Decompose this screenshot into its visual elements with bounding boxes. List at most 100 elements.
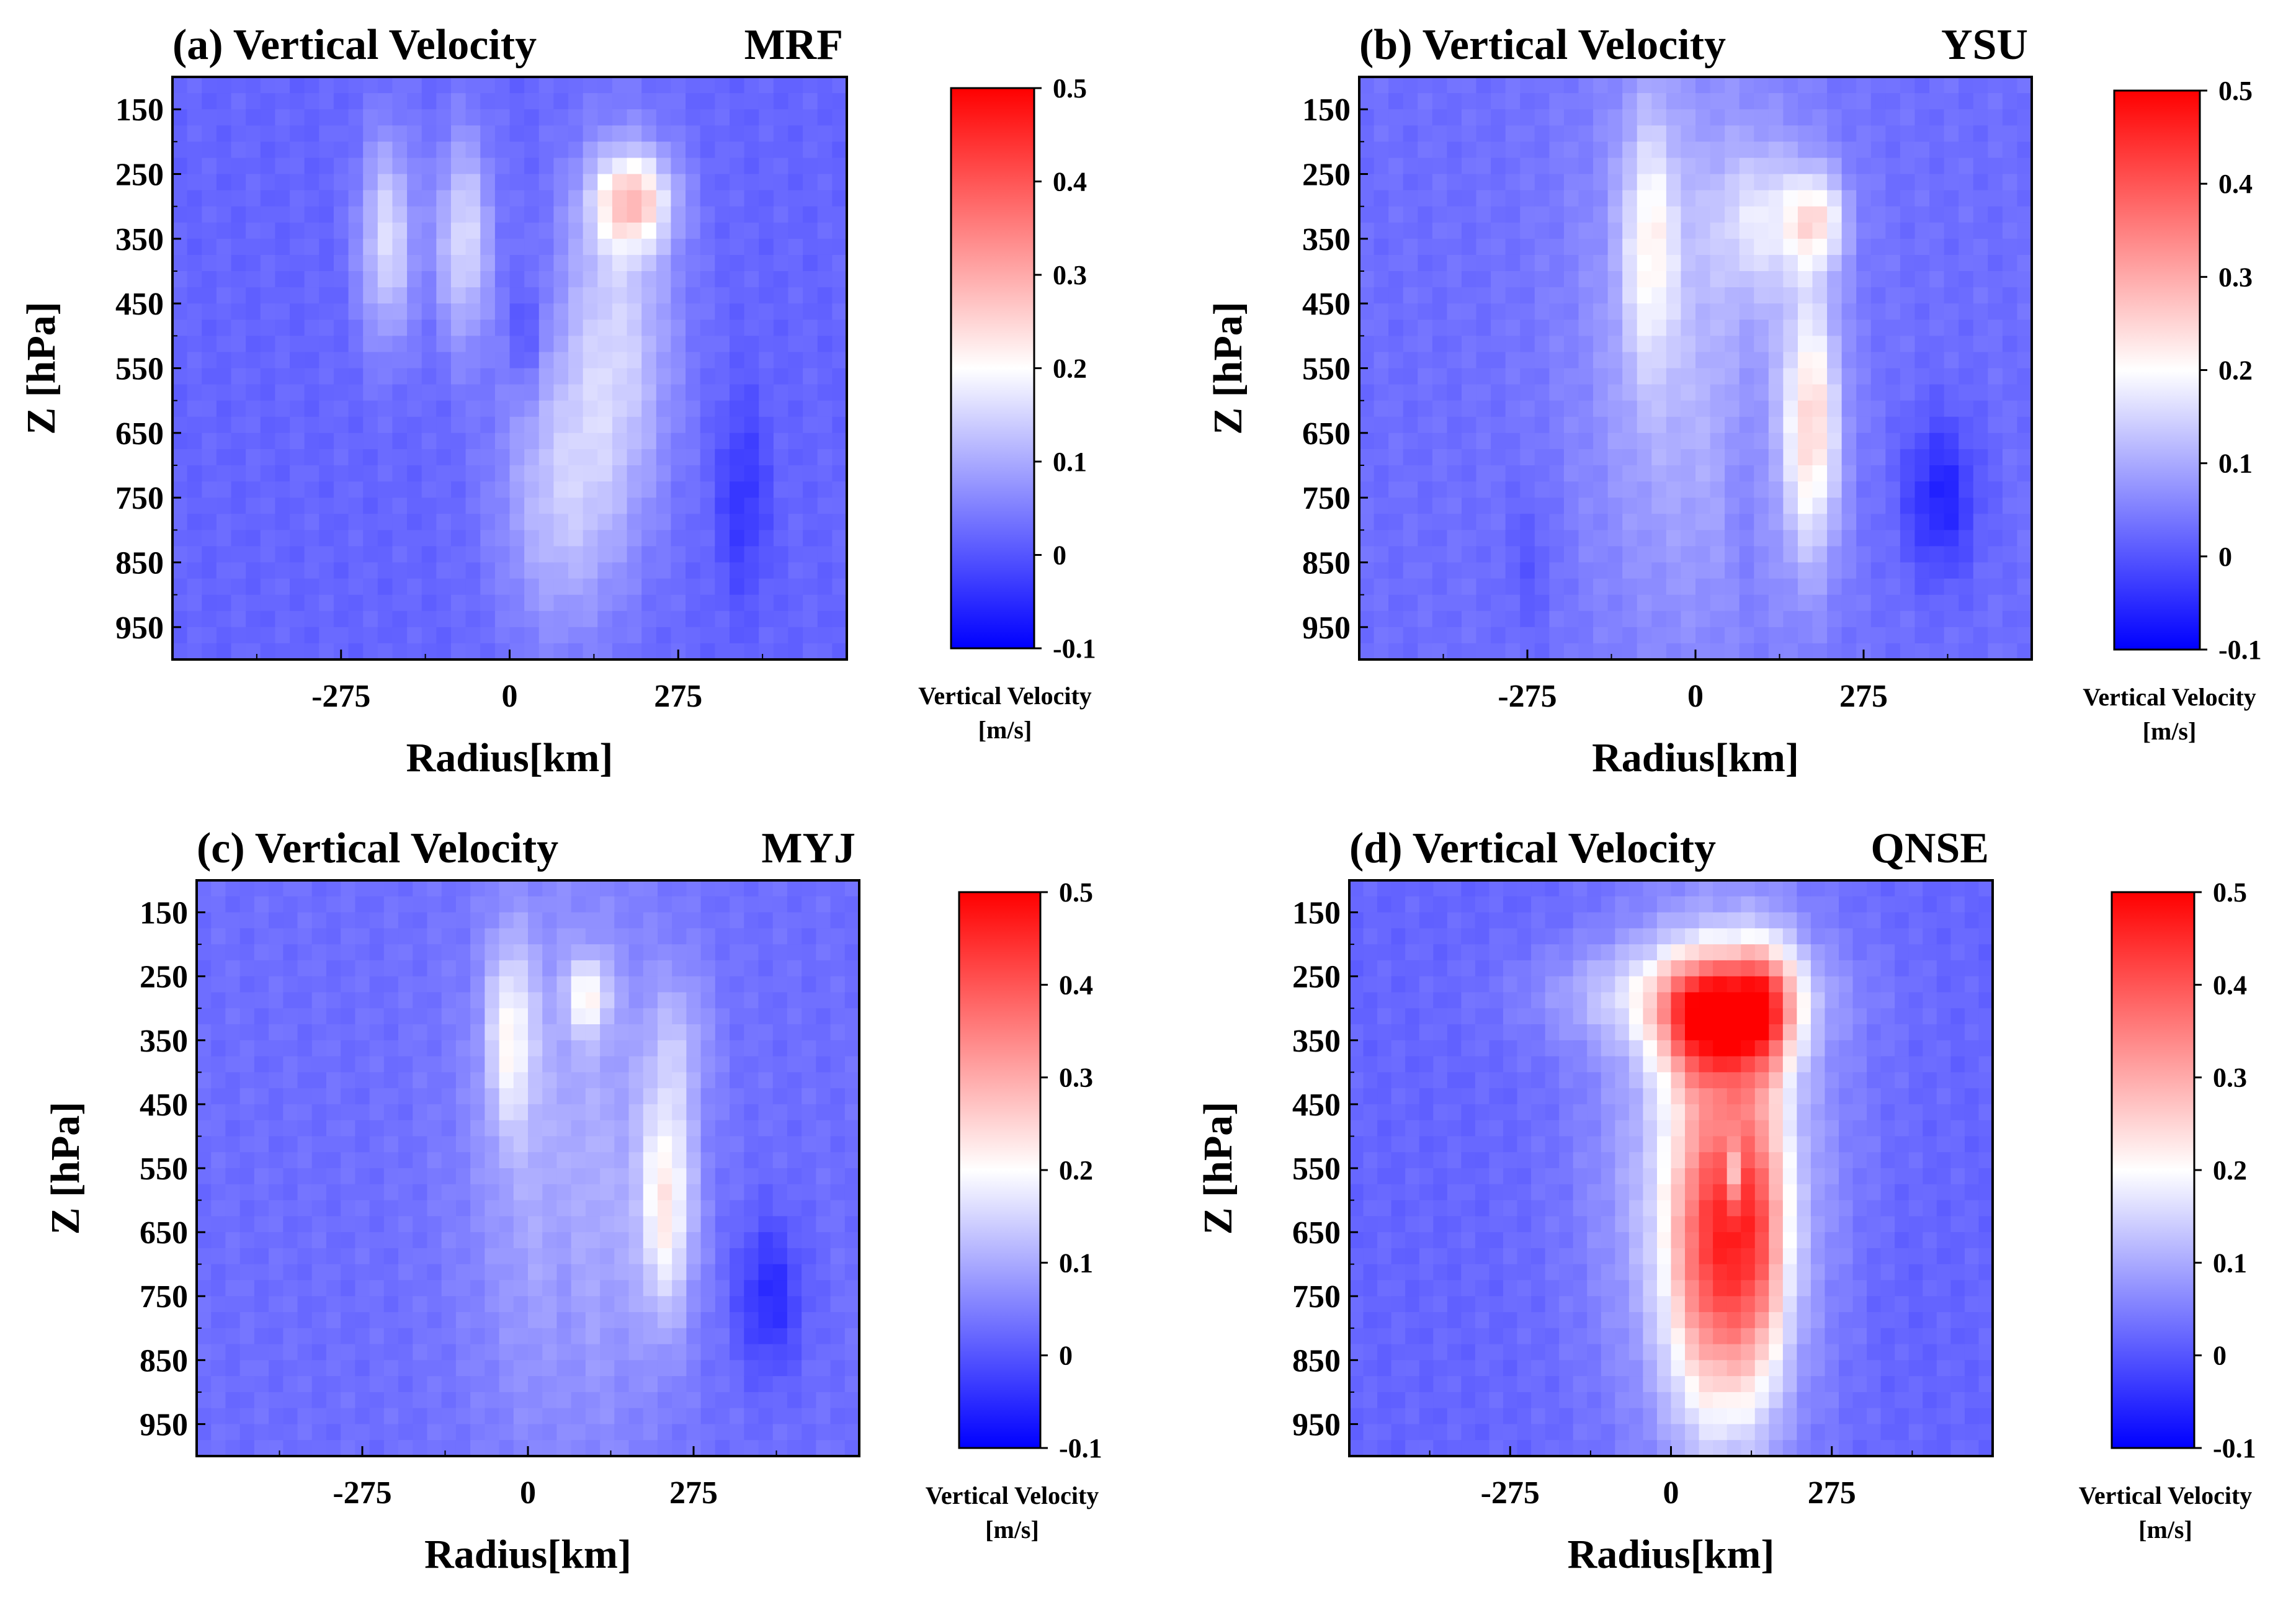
- heatmap-cell: [568, 416, 584, 434]
- heatmap-cell: [1797, 416, 1813, 434]
- heatmap-cell: [772, 1280, 788, 1297]
- heatmap-cell: [1622, 77, 1638, 94]
- heatmap-cell: [398, 1024, 414, 1041]
- heatmap-cell: [441, 1008, 457, 1025]
- heatmap-cell: [832, 400, 847, 418]
- heatmap-cell: [571, 912, 586, 929]
- heatmap-cell: [377, 77, 393, 94]
- heatmap-cell: [672, 1216, 687, 1233]
- heatmap-cell: [759, 643, 774, 660]
- heatmap-cell: [700, 1280, 716, 1297]
- heatmap-cell: [392, 498, 408, 515]
- heatmap-cell: [628, 1008, 644, 1025]
- heatmap-cell: [744, 1296, 759, 1313]
- heatmap-cell: [260, 432, 276, 450]
- heatmap-cell: [1812, 141, 1828, 159]
- heatmap-cell: [260, 594, 276, 612]
- heatmap-cell: [1841, 158, 1857, 175]
- heatmap-cell: [1374, 125, 1389, 143]
- heatmap-cell: [392, 271, 408, 288]
- heatmap-cell: [571, 1216, 586, 1233]
- heatmap-cell: [715, 896, 730, 913]
- heatmap-cell: [377, 514, 393, 531]
- heatmap-cell: [773, 594, 789, 612]
- heatmap-cell: [202, 562, 217, 579]
- heatmap-cell: [413, 1312, 428, 1329]
- heatmap-cell: [1856, 562, 1872, 579]
- heatmap-cell: [1578, 206, 1594, 223]
- heatmap-cell: [524, 352, 540, 369]
- heatmap-cell: [1885, 432, 1901, 450]
- heatmap-cell: [657, 960, 672, 977]
- heatmap-cell: [383, 960, 399, 977]
- heatmap-cell: [556, 1168, 572, 1185]
- heatmap-cell: [671, 320, 686, 337]
- heatmap-cell: [568, 400, 584, 418]
- heatmap-cell: [275, 336, 290, 353]
- heatmap-cell: [1885, 400, 1901, 418]
- heatmap-cell: [341, 880, 356, 897]
- heatmap-cell: [1622, 368, 1638, 385]
- heatmap-cell: [600, 1104, 615, 1121]
- heatmap-cell: [1725, 352, 1740, 369]
- heatmap-cell: [641, 465, 657, 482]
- heatmap-cell: [643, 1376, 658, 1393]
- heatmap-cell: [283, 976, 298, 993]
- heatmap-cell: [1403, 449, 1419, 466]
- heatmap-cell: [319, 578, 334, 596]
- heatmap-cell: [246, 546, 261, 563]
- heatmap-cell: [1666, 254, 1682, 272]
- heatmap-cell: [542, 1072, 558, 1089]
- heatmap-cell: [528, 896, 543, 913]
- heatmap-cell: [1710, 481, 1725, 498]
- heatmap-cell: [513, 1088, 529, 1105]
- heatmap-cell: [571, 1392, 586, 1409]
- heatmap-cell: [211, 1184, 226, 1201]
- heatmap-cell: [290, 109, 305, 127]
- heatmap-cell: [499, 896, 514, 913]
- heatmap-cell: [363, 400, 378, 418]
- heatmap-cell: [1563, 594, 1579, 612]
- heatmap-cell: [612, 174, 628, 191]
- heatmap-cell: [556, 1344, 572, 1361]
- heatmap-cell: [254, 880, 269, 897]
- heatmap-cell: [730, 1408, 745, 1425]
- heatmap-cell: [1827, 465, 1843, 482]
- heatmap-cell: [614, 928, 630, 945]
- heatmap-cell: [571, 1440, 586, 1457]
- heatmap-cell: [383, 1264, 399, 1281]
- heatmap-cell: [1988, 303, 2003, 321]
- y-tick-label: 950: [1302, 610, 1351, 646]
- heatmap-cell: [1359, 643, 1375, 660]
- heatmap-cell: [260, 530, 276, 547]
- heatmap-cell: [1929, 384, 1945, 401]
- heatmap-cell: [1856, 481, 1872, 498]
- heatmap-cell: [1651, 141, 1667, 159]
- heatmap-cell: [398, 1280, 414, 1297]
- heatmap-cell: [744, 174, 760, 191]
- heatmap-cell: [398, 944, 414, 961]
- heatmap-cell: [246, 384, 261, 401]
- heatmap-field: [197, 880, 860, 1457]
- heatmap-cell: [772, 960, 788, 977]
- heatmap-cell: [260, 498, 276, 515]
- heatmap-cell: [686, 578, 701, 596]
- heatmap-cell: [700, 141, 716, 159]
- heatmap-cell: [1739, 643, 1755, 660]
- heatmap-cell: [528, 1168, 543, 1185]
- heatmap-cell: [715, 1040, 730, 1057]
- heatmap-cell: [1870, 222, 1887, 239]
- heatmap-cell: [398, 1104, 414, 1121]
- heatmap-cell: [341, 1056, 356, 1073]
- heatmap-cell: [556, 960, 572, 977]
- heatmap-cell: [612, 158, 628, 175]
- heatmap-cell: [494, 578, 511, 596]
- heatmap-cell: [1461, 368, 1477, 385]
- heatmap-cell: [1359, 125, 1375, 143]
- heatmap-cell: [744, 287, 760, 304]
- heatmap-cell: [1651, 432, 1667, 450]
- heatmap-cell: [583, 384, 599, 401]
- heatmap-cell: [1695, 578, 1711, 596]
- heatmap-cell: [585, 1008, 601, 1025]
- heatmap-cell: [499, 1152, 514, 1169]
